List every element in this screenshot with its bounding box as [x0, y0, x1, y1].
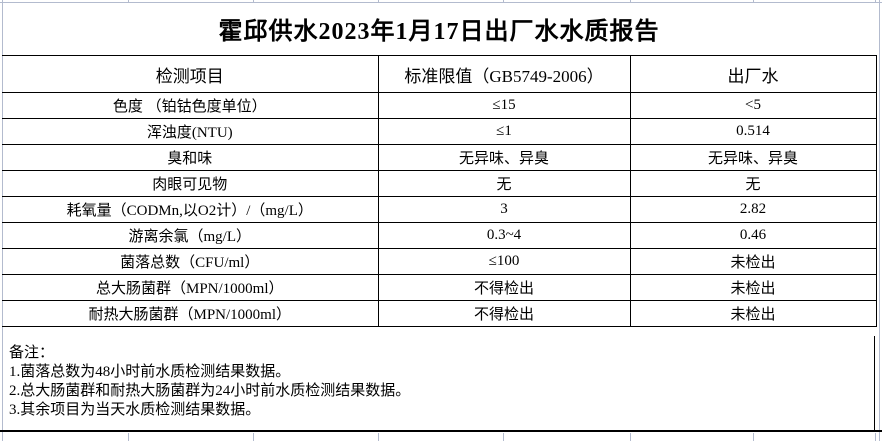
cell-item[interactable]: 臭和味: [2, 144, 379, 171]
cell-item[interactable]: 浑浊度(NTU): [2, 118, 379, 145]
cell-outflow[interactable]: 2.82: [629, 196, 877, 223]
table-row: 耗氧量（CODMn,以O2计）/（mg/L） 3 2.82: [2, 196, 877, 223]
cell-limit[interactable]: 无: [377, 170, 631, 197]
sheet-gridline-tick: [253, 0, 254, 3]
sheet-gridline-tick: [503, 0, 504, 3]
table-row: 游离余氯（mg/L） 0.3~4 0.46: [2, 222, 877, 249]
sheet-gridline-tick: [753, 433, 754, 441]
table-row: 耐热大肠菌群（MPN/1000ml） 不得检出 未检出: [2, 300, 877, 327]
header-row: 检测项目 标准限值（GB5749-2006） 出厂水: [2, 55, 877, 93]
cell-item[interactable]: 菌落总数（CFU/ml）: [2, 248, 379, 275]
note-line: 1.菌落总数为48小时前水质检测结果数据。: [9, 364, 291, 380]
table-row: 浑浊度(NTU) ≤1 0.514: [2, 118, 877, 145]
table-row: 臭和味 无异味、异臭 无异味、异臭: [2, 144, 877, 171]
cell-item[interactable]: 耗氧量（CODMn,以O2计）/（mg/L）: [2, 196, 379, 223]
sheet-gridline-tick: [875, 0, 876, 3]
table-bottom-border: [0, 430, 882, 432]
column-header-item[interactable]: 检测项目: [2, 55, 379, 93]
cell-item[interactable]: 色度 （铂钴色度单位）: [2, 92, 379, 119]
cell-outflow[interactable]: 0.514: [629, 118, 877, 145]
cell-outflow[interactable]: 未检出: [629, 274, 877, 301]
cell-outflow[interactable]: 无异味、异臭: [629, 144, 877, 171]
cell-outflow[interactable]: 未检出: [629, 248, 877, 275]
sheet-gridline-tick: [378, 0, 379, 3]
cell-outflow[interactable]: 未检出: [629, 300, 877, 327]
table-row: 总大肠菌群（MPN/1000ml） 不得检出 未检出: [2, 274, 877, 301]
cell-item[interactable]: 肉眼可见物: [2, 170, 379, 197]
table-row: 肉眼可见物 无 无: [2, 170, 877, 197]
cell-limit[interactable]: 0.3~4: [377, 222, 631, 249]
table-row: 菌落总数（CFU/ml） ≤100 未检出: [2, 248, 877, 275]
report-title[interactable]: 霍邱供水2023年1月17日出厂水水质报告: [218, 19, 660, 45]
sheet-gridline-tick: [630, 0, 631, 3]
sheet-gridline-tick: [875, 433, 876, 441]
cell-item[interactable]: 游离余氯（mg/L）: [2, 222, 379, 249]
cell-limit[interactable]: 3: [377, 196, 631, 223]
sheet-gridline-tick: [378, 433, 379, 441]
table-row: 色度 （铂钴色度单位） ≤15 <5: [2, 92, 877, 119]
sheet-gridline-tick: [630, 433, 631, 441]
column-header-limit[interactable]: 标准限值（GB5749-2006）: [377, 55, 631, 93]
cell-item[interactable]: 总大肠菌群（MPN/1000ml）: [2, 274, 379, 301]
water-quality-table: 检测项目 标准限值（GB5749-2006） 出厂水 色度 （铂钴色度单位） ≤…: [2, 55, 877, 327]
cell-outflow[interactable]: <5: [629, 92, 877, 119]
sheet-gridline-top: [0, 2, 882, 3]
cell-limit[interactable]: 不得检出: [377, 274, 631, 301]
sheet-gridline-tick: [128, 433, 129, 441]
sheet-gridline-tick: [253, 433, 254, 441]
cell-outflow[interactable]: 0.46: [629, 222, 877, 249]
column-header-outflow[interactable]: 出厂水: [629, 55, 877, 93]
notes-block[interactable]: 备注： 1.菌落总数为48小时前水质检测结果数据。 2.总大肠菌群和耐热大肠菌群…: [2, 336, 875, 430]
note-line: 2.总大肠菌群和耐热大肠菌群为24小时前水质检测结果数据。: [9, 383, 411, 399]
sheet-gridline-tick: [753, 0, 754, 3]
sheet-gridline-tick: [128, 0, 129, 3]
cell-limit[interactable]: 不得检出: [377, 300, 631, 327]
cell-item[interactable]: 耐热大肠菌群（MPN/1000ml）: [2, 300, 379, 327]
note-line: 3.其余项目为当天水质检测结果数据。: [9, 402, 261, 418]
cell-limit[interactable]: ≤15: [377, 92, 631, 119]
table-body: 色度 （铂钴色度单位） ≤15 <5 浑浊度(NTU) ≤1 0.514 臭和味…: [2, 92, 877, 327]
cell-limit[interactable]: ≤1: [377, 118, 631, 145]
cell-outflow[interactable]: 无: [629, 170, 877, 197]
notes-label: 备注：: [9, 345, 55, 361]
sheet-gridline-right: [879, 0, 880, 441]
cell-limit[interactable]: 无异味、异臭: [377, 144, 631, 171]
sheet-gridline-tick: [503, 433, 504, 441]
cell-limit[interactable]: ≤100: [377, 248, 631, 275]
